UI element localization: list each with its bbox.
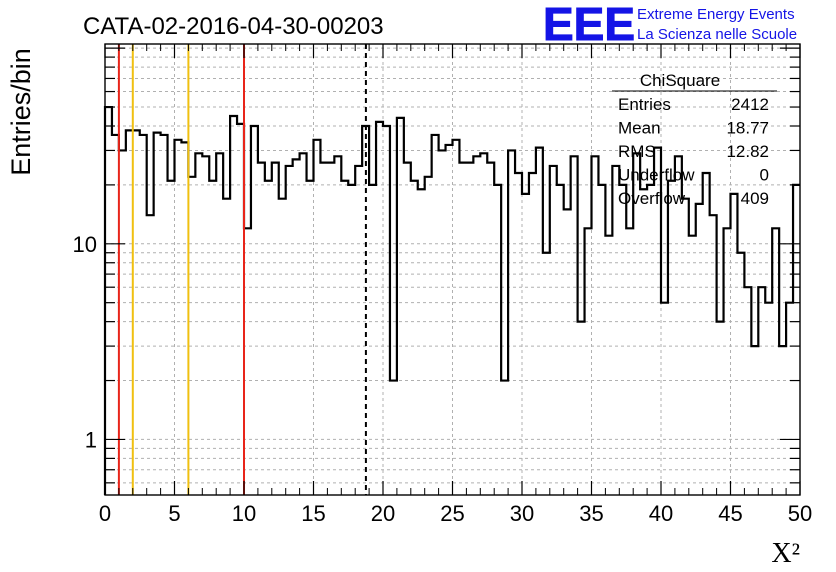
histogram-bin	[307, 181, 314, 495]
histogram-series	[103, 105, 800, 495]
chart-title: CATA-02-2016-04-30-00203	[83, 13, 384, 40]
histogram-bin	[355, 166, 362, 495]
histogram-bin	[112, 135, 119, 495]
x-axis-label: X²	[771, 538, 800, 569]
histogram-outline	[103, 105, 800, 495]
stats-row-value: 12.82	[726, 142, 769, 161]
axis-ticks: 0 5 10 15 20 25 30 35 40 45 50 1 10	[73, 44, 812, 526]
histogram-bin	[411, 181, 418, 495]
histogram-bin	[696, 204, 703, 495]
histogram-bin	[265, 181, 272, 495]
histogram-bin	[480, 153, 487, 495]
histogram-bin	[272, 163, 279, 495]
histogram-bin	[453, 140, 460, 495]
stats-row-value: 18.77	[726, 119, 769, 138]
stats-row-label: Underflow	[618, 166, 695, 185]
histogram-bin	[640, 189, 647, 495]
histogram-bin	[223, 199, 230, 495]
histogram-bin	[418, 189, 425, 495]
histogram-bin	[286, 166, 293, 495]
y-tick-label: 10	[73, 232, 97, 257]
histogram-bin	[181, 142, 188, 495]
histogram-bin	[161, 135, 168, 495]
x-tick-label: 15	[301, 501, 325, 526]
stats-box: ChiSquare Entries 2412 Mean 18.77 RMS 12.82 Un…	[612, 71, 777, 208]
histogram-bin	[195, 153, 202, 495]
histogram-bin	[216, 153, 223, 495]
histogram-bin	[390, 381, 397, 495]
eee-logo: EEE Extreme Energy Events La Scienza nel…	[543, 0, 798, 51]
eee-logo-line1: Extreme Energy Events	[637, 6, 795, 23]
histogram-bin	[487, 163, 494, 495]
x-tick-label: 0	[99, 501, 111, 526]
histogram-bin	[459, 163, 466, 495]
histogram-bin	[209, 181, 216, 495]
histogram-bin	[119, 150, 126, 495]
stats-row-label: Mean	[618, 119, 661, 138]
x-tick-label: 40	[649, 501, 673, 526]
x-tick-label: 45	[718, 501, 742, 526]
stats-row-value: 0	[760, 166, 769, 185]
histogram-bin	[314, 140, 321, 495]
histogram-bin	[515, 173, 522, 495]
histogram-bin	[564, 209, 571, 495]
grid	[104, 44, 801, 495]
histogram-bin	[529, 173, 536, 495]
histogram-bin	[244, 228, 251, 495]
histogram-bin	[765, 303, 772, 495]
y-axis-label: Entries/bin	[6, 48, 36, 176]
stats-row-value: 2412	[731, 95, 769, 114]
histogram-bin	[682, 199, 689, 495]
histogram-bin	[279, 199, 286, 495]
histogram-bin	[522, 194, 529, 495]
histogram-bin	[779, 346, 786, 495]
histogram-bin	[626, 228, 633, 495]
histogram-bin	[661, 303, 668, 495]
x-tick-label: 10	[232, 501, 256, 526]
stats-row-label: RMS	[618, 142, 656, 161]
histogram-bin	[466, 163, 473, 495]
histogram-bin	[293, 159, 300, 495]
histogram-bin	[320, 163, 327, 495]
histogram-bin	[341, 181, 348, 495]
histogram-bin	[188, 177, 195, 495]
histogram-bin	[578, 322, 585, 495]
x-tick-label: 30	[510, 501, 534, 526]
histogram-bin	[300, 153, 307, 495]
histogram-bin	[175, 140, 182, 495]
stats-row-label: Entries	[618, 95, 671, 114]
x-tick-label: 25	[440, 501, 464, 526]
eee-logo-letters: EEE	[543, 0, 635, 50]
histogram-bin	[751, 346, 758, 495]
stats-row-label: Overflow	[618, 189, 686, 208]
histogram-bin	[147, 215, 154, 495]
histogram-bin	[717, 322, 724, 495]
stats-row-value: 409	[741, 189, 769, 208]
histogram-bin	[473, 156, 480, 495]
eee-logo-line2: La Scienza nelle Scuole	[637, 26, 797, 43]
histogram-bin	[703, 173, 710, 495]
y-tick-label: 1	[85, 427, 97, 452]
histogram-bin	[334, 156, 341, 495]
histogram-bin	[404, 163, 411, 495]
x-tick-label: 50	[788, 501, 812, 526]
x-tick-label: 5	[168, 501, 180, 526]
histogram-bin	[439, 150, 446, 495]
stats-box-title: ChiSquare	[640, 71, 720, 90]
histogram-bin	[327, 163, 334, 495]
histogram-bin	[425, 177, 432, 495]
x-tick-label: 35	[579, 501, 603, 526]
reference-lines	[117, 44, 367, 495]
histogram-bin	[432, 135, 439, 495]
histogram-bin	[446, 145, 453, 495]
histogram-bin	[168, 181, 175, 495]
histogram-bin	[501, 381, 508, 495]
histogram-bin	[202, 156, 209, 495]
x-tick-label: 20	[371, 501, 395, 526]
histogram-bin	[258, 163, 265, 495]
